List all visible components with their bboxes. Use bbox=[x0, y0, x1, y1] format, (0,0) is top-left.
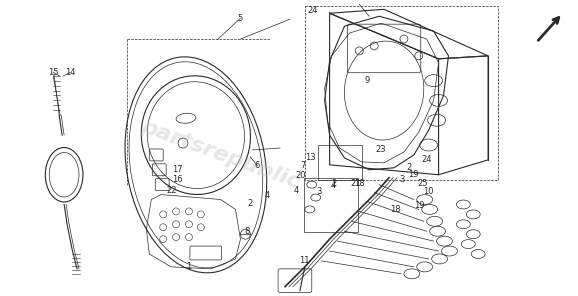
Text: 24: 24 bbox=[308, 6, 318, 15]
Text: 7: 7 bbox=[301, 161, 306, 170]
Text: 14: 14 bbox=[65, 68, 76, 77]
Text: 2: 2 bbox=[331, 179, 336, 188]
Text: 1: 1 bbox=[186, 262, 191, 271]
Text: 19: 19 bbox=[414, 201, 425, 210]
Text: partsrepublic: partsrepublic bbox=[138, 116, 303, 192]
Text: 8: 8 bbox=[244, 227, 250, 236]
Text: 20: 20 bbox=[295, 171, 306, 180]
Text: 9: 9 bbox=[364, 76, 369, 85]
Text: 19: 19 bbox=[409, 170, 419, 179]
Text: 3: 3 bbox=[316, 187, 321, 196]
Text: 10: 10 bbox=[423, 187, 434, 196]
Text: 4: 4 bbox=[293, 186, 298, 195]
Text: 18: 18 bbox=[390, 205, 400, 214]
Text: 2: 2 bbox=[406, 163, 412, 172]
Text: 11: 11 bbox=[299, 256, 310, 266]
Text: 24: 24 bbox=[421, 155, 432, 164]
Text: 17: 17 bbox=[172, 165, 183, 174]
Text: 2: 2 bbox=[247, 199, 253, 207]
Text: 3: 3 bbox=[399, 175, 405, 184]
Text: 25: 25 bbox=[417, 179, 428, 188]
Text: 16: 16 bbox=[172, 175, 183, 184]
Text: 18: 18 bbox=[354, 179, 365, 188]
Text: 4: 4 bbox=[331, 181, 336, 190]
Text: 22: 22 bbox=[166, 186, 177, 195]
Text: 4: 4 bbox=[265, 191, 270, 200]
Text: 15: 15 bbox=[48, 68, 58, 77]
Text: 5: 5 bbox=[238, 14, 243, 23]
Text: 6: 6 bbox=[255, 161, 260, 170]
Text: 13: 13 bbox=[305, 153, 316, 162]
Text: 23: 23 bbox=[375, 145, 386, 154]
Text: 21: 21 bbox=[351, 179, 361, 188]
